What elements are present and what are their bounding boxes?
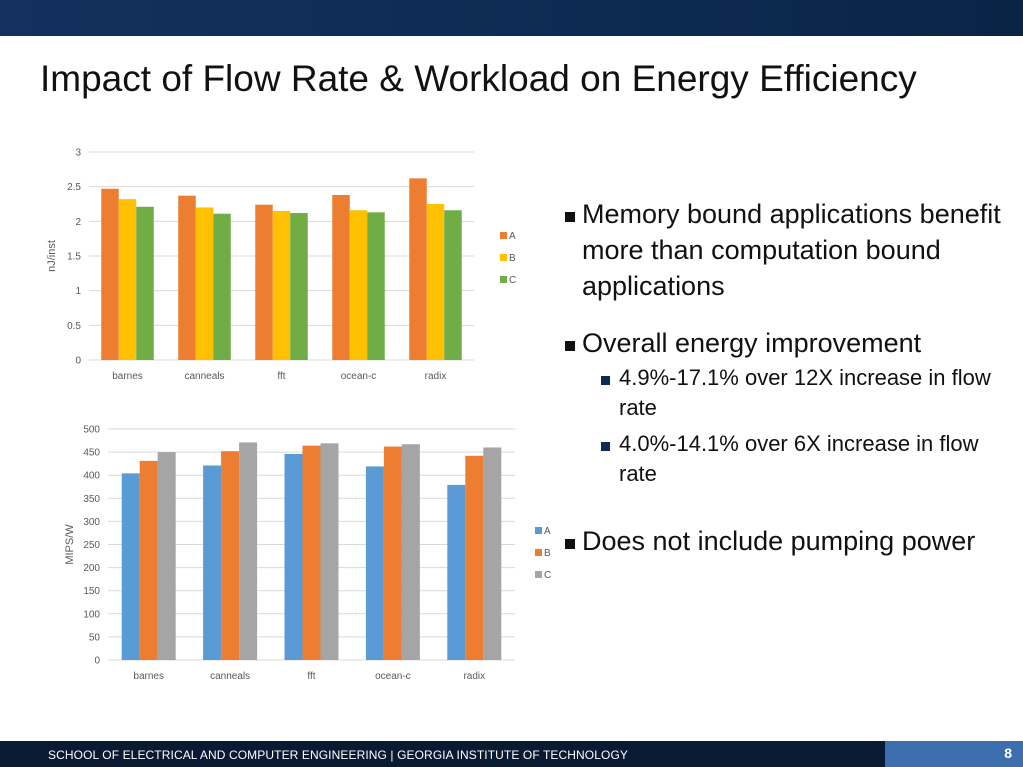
y-tick-label: 150 [83,586,100,597]
bar-b-canneals [195,207,214,360]
legend-swatch [535,527,542,534]
legend-label: A [509,231,516,242]
bar-a-canneals [178,195,196,360]
bullet-text: Overall energy improvement [582,328,922,358]
bar-c-canneals [213,213,231,360]
bar-b-barnes [118,199,137,360]
bar-c-radix [483,447,502,660]
x-tick-label: barnes [112,371,143,382]
square-bullet-icon [601,442,610,451]
mips-per-watt-chart: 0 50 100 150 200 250 300 350 400 450 500 MIPS/W barn… [40,420,560,690]
x-tick-label: canneals [184,371,224,382]
y-tick-label: 200 [83,563,100,574]
sub-bullet-item: 4.9%-17.1% over 12X increase in flow rat… [563,363,1018,423]
bar-b-ocean-c [383,446,402,660]
y-tick-label: 250 [83,540,100,551]
bar-c-canneals [239,442,258,660]
bullet-item: Does not include pumping power [563,523,1018,559]
y-tick-label: 2 [75,217,81,228]
bar-c-radix [444,210,462,360]
y-tick-label: 0 [94,656,100,667]
bar-b-radix [426,204,445,360]
bar-a-ocean-c [365,466,384,660]
legend-label: C [509,275,516,286]
bar-c-barnes [136,206,154,360]
legend-label: C [544,570,551,581]
bar-b-fft [272,210,291,360]
bar-b-barnes [139,460,158,660]
header-bar [0,0,1023,36]
sub-bullet-item: 4.0%-14.1% over 6X increase in flow rate [563,429,1018,489]
x-tick-label: ocean-c [341,371,377,382]
bar-a-radix [447,484,466,660]
sub-bullet-text: 4.0%-14.1% over 6X increase in flow rate [619,431,979,486]
x-tick-label: fft [277,371,285,382]
bar-b-fft [302,445,321,660]
bar-a-fft [284,453,303,660]
legend-label: B [544,548,551,559]
legend-swatch [500,254,507,261]
y-axis-title: nJ/inst [46,240,58,272]
page-number-box [885,741,1023,767]
y-tick-label: 50 [89,632,101,643]
legend-swatch [500,276,507,283]
bullet-text: Memory bound applications benefit more t… [582,199,1001,301]
energy-chart-svg: 0 0.5 1 1.5 2 2.5 3 nJ/inst barnes canneals fft oce… [46,148,516,383]
y-tick-label: 2.5 [67,182,81,193]
y-axis-title: MIPS/W [64,524,76,565]
bullet-item: Memory bound applications benefit more t… [563,196,1018,304]
bar-c-fft [290,213,308,360]
footer-bar [0,741,885,767]
bar-b-radix [465,455,484,660]
y-tick-label: 1 [75,286,81,297]
y-tick-label: 400 [83,471,100,482]
sub-bullet-list: 4.9%-17.1% over 12X increase in flow rat… [563,363,1018,489]
square-bullet-icon [565,341,575,351]
x-tick-label: barnes [133,671,164,682]
bar-a-ocean-c [332,194,350,360]
bar-c-fft [320,443,339,660]
y-tick-label: 0.5 [67,321,81,332]
y-tick-label: 100 [83,609,100,620]
bar-a-radix [409,178,427,360]
y-tick-label: 300 [83,517,100,528]
mips-chart-svg: 0 50 100 150 200 250 300 350 400 450 500 MIPS/W barn… [64,425,551,683]
bar-a-barnes [121,473,140,660]
legend-swatch [535,549,542,556]
x-tick-label: fft [307,671,315,682]
bar-a-barnes [101,188,119,360]
y-tick-label: 0 [75,356,81,367]
bar-c-ocean-c [401,444,420,660]
legend-label: B [509,253,516,264]
page-number: 8 [1004,745,1012,761]
footer-text: SCHOOL OF ELECTRICAL AND COMPUTER ENGINE… [48,748,628,762]
energy-per-instruction-chart: 0 0.5 1 1.5 2 2.5 3 nJ/inst barnes canneals fft oce… [40,140,540,390]
x-tick-label: canneals [210,671,250,682]
legend-swatch [500,232,507,239]
y-tick-label: 350 [83,494,100,505]
bullet-list: Memory bound applications benefit more t… [563,196,1018,580]
square-bullet-icon [565,539,575,549]
bar-b-ocean-c [349,210,368,360]
x-tick-label: radix [463,671,485,682]
y-tick-label: 450 [83,448,100,459]
x-tick-label: radix [425,371,447,382]
square-bullet-icon [601,376,610,385]
y-tick-label: 500 [83,425,100,436]
bar-a-canneals [203,465,222,660]
bullet-text: Does not include pumping power [582,526,976,556]
bar-b-canneals [221,451,240,660]
legend-swatch [535,571,542,578]
x-tick-label: ocean-c [375,671,411,682]
y-tick-label: 1.5 [67,252,81,263]
square-bullet-icon [565,212,575,222]
sub-bullet-text: 4.9%-17.1% over 12X increase in flow rat… [619,365,991,420]
bullet-item: Overall energy improvement [563,325,1018,361]
slide-title: Impact of Flow Rate & Workload on Energy… [40,58,917,99]
legend-label: A [544,526,551,537]
bar-c-barnes [157,452,176,660]
y-tick-label: 3 [75,148,81,159]
bar-a-fft [255,204,273,360]
bar-c-ocean-c [367,212,385,360]
